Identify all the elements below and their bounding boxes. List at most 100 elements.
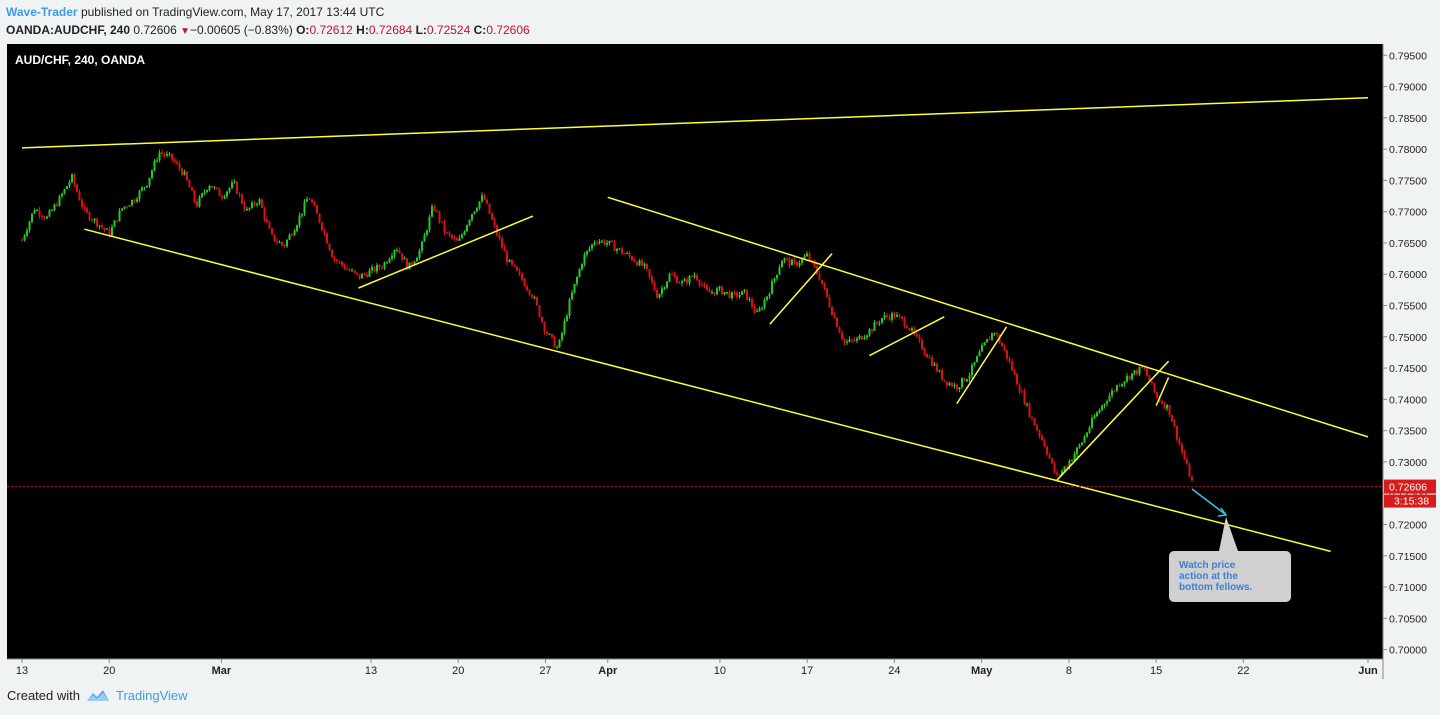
candles-layer: [21, 149, 1193, 483]
candle-up: [183, 171, 186, 175]
price-axis[interactable]: [1383, 44, 1436, 659]
candle-down: [1043, 439, 1046, 447]
trendline[interactable]: [84, 228, 1331, 553]
candle-down: [1148, 375, 1151, 382]
candle-down: [1041, 435, 1043, 440]
candle-down: [436, 210, 438, 212]
trendline[interactable]: [21, 97, 1369, 149]
candle-down: [81, 200, 83, 208]
candle-up: [718, 286, 721, 289]
footer: Created with TradingView: [7, 688, 188, 703]
header-line-2: OANDA:AUDCHF, 240 0.72606 ▼−0.00605 (−0.…: [6, 21, 530, 41]
candle-up: [606, 242, 608, 245]
annotation-callout[interactable]: Watch price action at the bottom fellows…: [1169, 551, 1291, 602]
annotation-text: Watch price action at the bottom fellows…: [1179, 560, 1252, 593]
candle-down: [1018, 384, 1021, 392]
candle-down: [628, 253, 631, 257]
candle-up: [593, 242, 596, 245]
candle-down: [486, 199, 488, 204]
candle-down: [506, 251, 508, 263]
candle-up: [1088, 427, 1091, 433]
candle-down: [43, 217, 46, 219]
candle-down: [1053, 463, 1056, 473]
candle-down: [358, 274, 361, 279]
candle-down: [313, 202, 316, 206]
trendline[interactable]: [956, 326, 1008, 405]
trendline[interactable]: [358, 215, 534, 289]
candle-down: [343, 265, 346, 269]
trendline[interactable]: [607, 196, 1369, 438]
candle-up: [1083, 436, 1086, 443]
candle-up: [533, 297, 536, 299]
candle-down: [191, 187, 193, 191]
candle-down: [813, 260, 816, 267]
candle-up: [911, 328, 913, 331]
trendline[interactable]: [1155, 377, 1170, 406]
y-tick-label: 0.75000: [1389, 332, 1427, 344]
candle-up: [776, 274, 778, 279]
x-tick-label: 17: [801, 665, 813, 677]
candle-down: [943, 379, 946, 382]
candle-down: [243, 203, 246, 211]
candle-down: [1036, 425, 1038, 431]
candle-up: [388, 258, 391, 263]
candle-up: [933, 363, 936, 366]
candle-down: [333, 257, 336, 260]
candle-down: [1011, 361, 1013, 371]
candle-down: [648, 269, 651, 277]
open-value: 0.72612: [309, 23, 353, 37]
candle-up: [98, 225, 101, 227]
trendline[interactable]: [1055, 360, 1170, 482]
trendline[interactable]: [769, 253, 833, 325]
candle-up: [758, 308, 761, 312]
candle-down: [696, 275, 698, 280]
candle-down: [736, 292, 738, 297]
candle-down: [493, 219, 496, 226]
candle-up: [986, 339, 988, 343]
candle-up: [48, 210, 51, 217]
y-tick-label: 0.70000: [1389, 645, 1427, 657]
candle-up: [428, 216, 431, 231]
candle-down: [918, 336, 921, 341]
candle-up: [983, 342, 986, 346]
candle-up: [58, 196, 61, 206]
candle-up: [1098, 410, 1101, 413]
candle-up: [106, 228, 108, 230]
candle-down: [438, 211, 441, 222]
candle-down: [238, 193, 241, 195]
trendline[interactable]: [869, 316, 945, 357]
candle-down: [931, 357, 933, 366]
author-link[interactable]: Wave-Trader: [6, 5, 78, 19]
candle-down: [456, 238, 458, 241]
candle-up: [801, 258, 803, 264]
time-axis[interactable]: [7, 659, 1383, 679]
candle-up: [508, 259, 511, 263]
candle-up: [393, 250, 396, 256]
chart-pane[interactable]: [7, 44, 1383, 659]
candle-down: [818, 273, 821, 280]
candle-down: [541, 316, 543, 322]
candle-down: [276, 241, 278, 243]
candle-down: [341, 261, 343, 266]
candle-up: [233, 181, 236, 183]
candle-down: [1191, 476, 1193, 481]
candle-up: [803, 256, 806, 259]
candle-up: [481, 195, 483, 202]
candle-up: [151, 170, 153, 178]
tradingview-link[interactable]: TradingView: [86, 688, 188, 703]
candle-down: [528, 289, 531, 295]
candle-down: [678, 282, 681, 284]
candle-down: [888, 316, 891, 320]
candle-up: [158, 152, 161, 161]
candle-up: [563, 320, 566, 333]
candle-down: [491, 213, 493, 220]
candle-down: [38, 209, 41, 216]
candle-down: [171, 153, 173, 160]
candle-down: [793, 259, 796, 263]
candle-down: [1038, 430, 1041, 436]
candle-up: [968, 375, 971, 380]
candle-down: [523, 279, 526, 287]
candle-up: [681, 281, 683, 284]
candle-up: [868, 329, 871, 336]
